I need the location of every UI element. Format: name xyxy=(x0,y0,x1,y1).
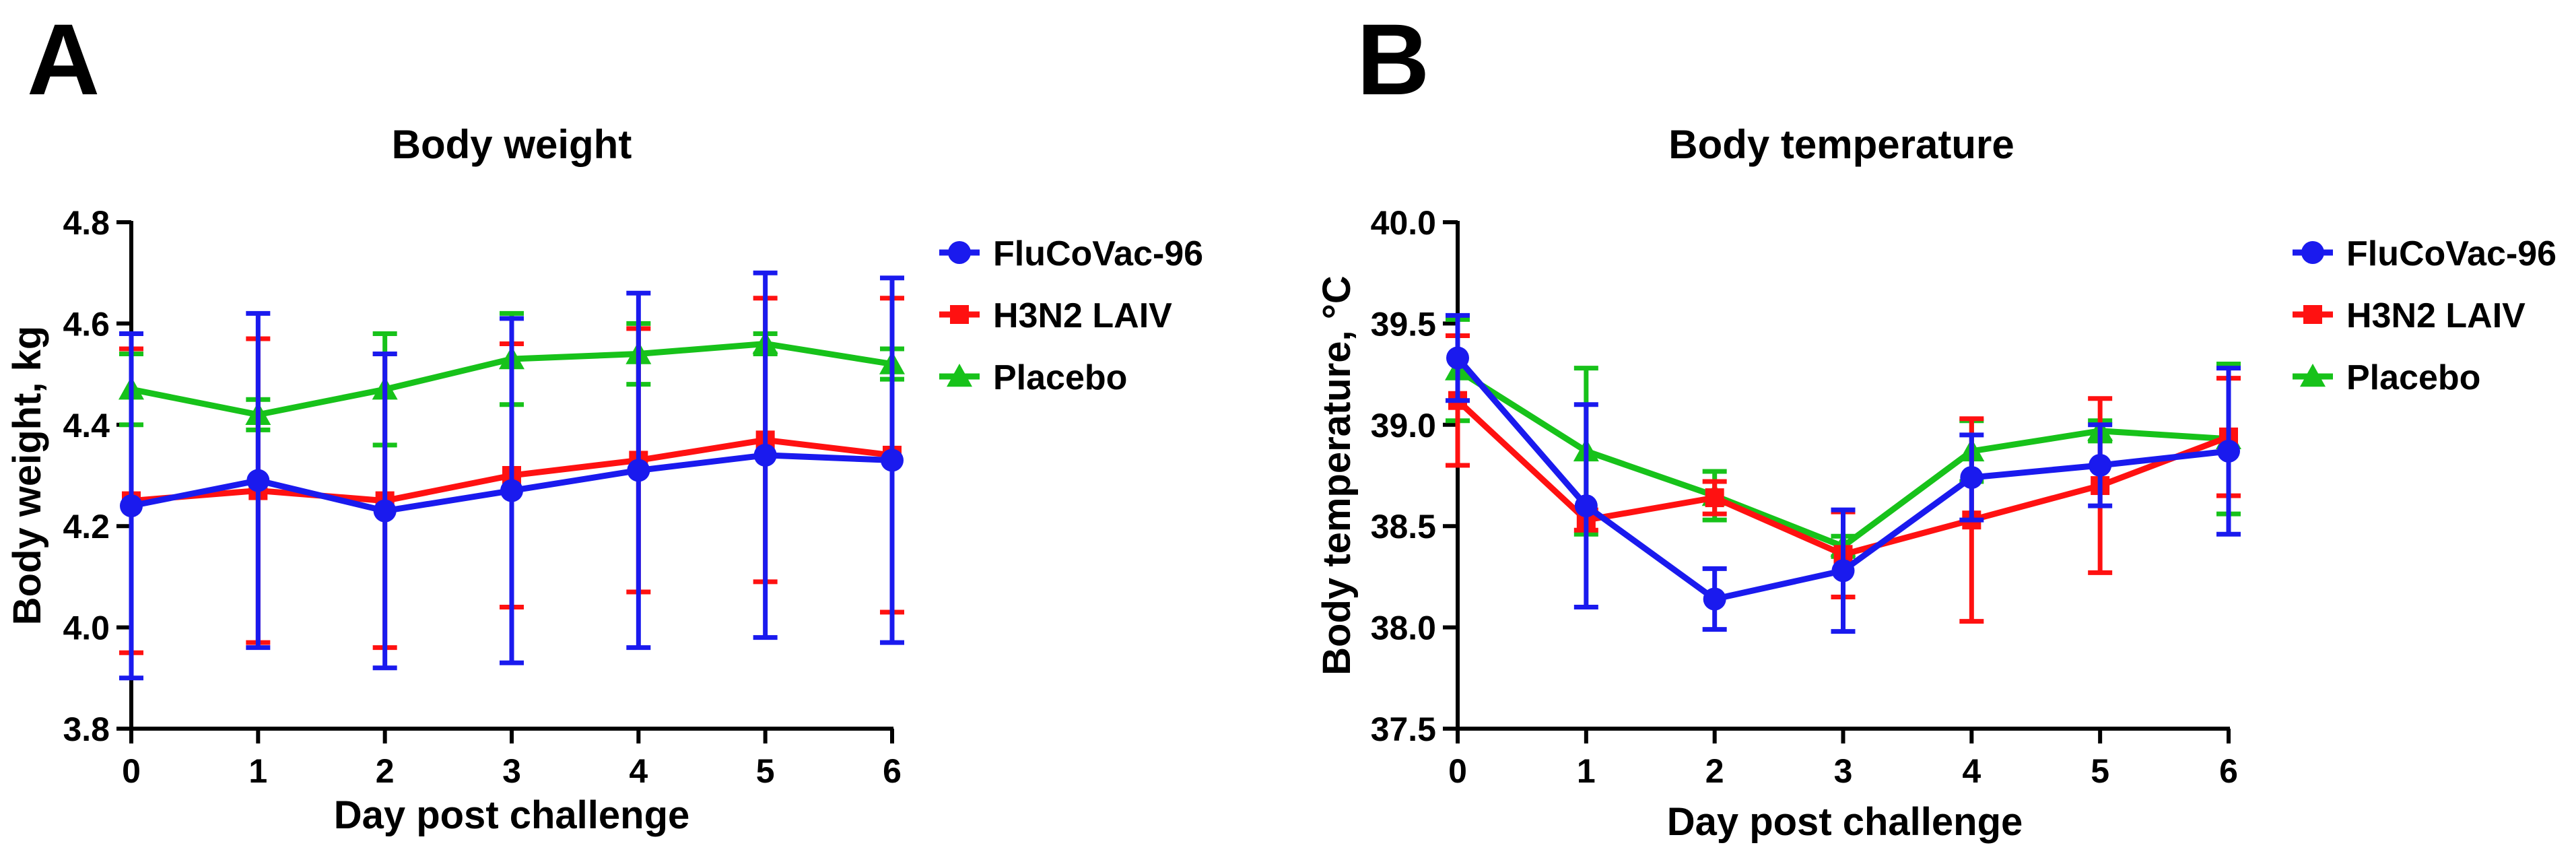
data-point xyxy=(1831,559,1855,583)
panel-a-series-flucovac-96 xyxy=(119,270,904,681)
panel-a-letter: A xyxy=(27,3,100,116)
legend-item: Placebo xyxy=(939,358,1127,397)
legend-label: Placebo xyxy=(2346,358,2480,397)
legend-item: H3N2 LAIV xyxy=(2293,296,2526,335)
panel-a-title: Body weight xyxy=(392,122,632,167)
panel-a-x-tick-label: 3 xyxy=(502,752,521,790)
panel-b: B Body temperature 37.5 38.0 38.5 39.0 39.5 4… xyxy=(1315,3,2556,844)
panel-b-legend: FluCoVac-96 H3N2 LAIV Placebo xyxy=(2293,234,2556,397)
panel-a-x-tick-label: 5 xyxy=(756,752,775,790)
legend-marker xyxy=(948,241,971,264)
data-point xyxy=(881,449,904,472)
panel-a-y-tick-label: 4.0 xyxy=(63,609,110,647)
panel-a-y-tick-label: 4.8 xyxy=(63,204,110,242)
panel-a-y-tick-label: 3.8 xyxy=(63,710,110,748)
panel-a-x-tick-label: 4 xyxy=(629,752,648,790)
panel-b-x-tick-label: 2 xyxy=(1705,752,1724,790)
panel-a-y-tick-label: 4.2 xyxy=(63,508,110,545)
panel-a-x-tick-label: 0 xyxy=(122,752,141,790)
legend-label: Placebo xyxy=(993,358,1127,397)
legend-marker xyxy=(2303,305,2322,324)
data-point xyxy=(373,499,397,523)
data-point xyxy=(1446,346,1469,370)
data-point xyxy=(1705,488,1724,508)
panel-b-letter: B xyxy=(1357,3,1429,116)
panel-b-y-tick-label: 39.5 xyxy=(1371,305,1436,343)
panel-a-y-tick-label: 4.6 xyxy=(63,305,110,343)
legend-marker xyxy=(2300,364,2326,387)
panel-b-x-tick-label: 0 xyxy=(1448,752,1467,790)
legend-item: Placebo xyxy=(2293,358,2480,397)
panel-b-y-tick-label: 38.0 xyxy=(1371,609,1436,647)
data-point xyxy=(120,494,143,518)
data-point xyxy=(1960,466,1984,490)
panel-b-x-tick-label: 6 xyxy=(2219,752,2238,790)
legend-marker xyxy=(2301,241,2324,264)
panel-a: A Body weight 3.84.04.24.44.64.80 1 2 3 4 5 6 … xyxy=(5,3,1203,837)
panel-b-x-axis-label: Day post challenge xyxy=(1667,800,2023,844)
legend-label: H3N2 LAIV xyxy=(993,296,1172,335)
legend-marker xyxy=(947,364,972,387)
panel-a-x-tick-label: 6 xyxy=(883,752,902,790)
panel-b-y-tick-label: 39.0 xyxy=(1371,407,1436,444)
panel-a-x-tick-label: 2 xyxy=(376,752,395,790)
legend-label: FluCoVac-96 xyxy=(993,234,1203,273)
legend-label: H3N2 LAIV xyxy=(2346,296,2526,335)
data-point xyxy=(1574,494,1598,518)
data-point xyxy=(500,479,523,502)
panel-b-y-tick-label: 40.0 xyxy=(1371,204,1436,242)
data-point xyxy=(2089,453,2112,477)
panel-b-title: Body temperature xyxy=(1668,122,2014,167)
panel-b-x-tick-label: 5 xyxy=(2091,752,2109,790)
panel-b-x-tick-label: 3 xyxy=(1834,752,1853,790)
legend-item: FluCoVac-96 xyxy=(2293,234,2556,273)
data-point xyxy=(1703,587,1726,611)
panel-a-plot: 3.8 4.0 4.2 4.4 4.6 4.8 0 1 2 3 4 5 6 xyxy=(63,204,905,790)
panel-b-y-axis-label: Body temperature, °C xyxy=(1315,275,1359,675)
data-point xyxy=(246,469,270,492)
panel-b-plot: 37.5 38.0 38.5 39.0 39.5 40.0 0 1 2 3 4 5 6 xyxy=(1371,204,2241,790)
legend-item: FluCoVac-96 xyxy=(939,234,1203,273)
panel-b-y-tick-label: 38.5 xyxy=(1371,508,1436,545)
legend-label: FluCoVac-96 xyxy=(2346,234,2556,273)
panel-b-series-flucovac-96 xyxy=(1446,312,2241,634)
panel-b-y-tick-label: 37.5 xyxy=(1371,710,1436,748)
legend-marker xyxy=(950,305,969,324)
panel-a-y-axis-label: Body weight, kg xyxy=(5,326,49,626)
panel-a-x-axis-label: Day post challenge xyxy=(334,793,690,837)
panel-a-legend: FluCoVac-96 H3N2 LAIV Placebo xyxy=(939,234,1203,397)
panel-a-y-tick-label: 4.4 xyxy=(63,407,110,444)
panel-b-x-tick-label: 4 xyxy=(1962,752,1981,790)
data-point xyxy=(627,459,650,482)
data-point xyxy=(2217,439,2240,463)
panel-a-x-tick-label: 1 xyxy=(248,752,267,790)
data-point xyxy=(753,443,777,467)
legend-item: H3N2 LAIV xyxy=(939,296,1172,335)
panel-b-x-tick-label: 1 xyxy=(1577,752,1596,790)
